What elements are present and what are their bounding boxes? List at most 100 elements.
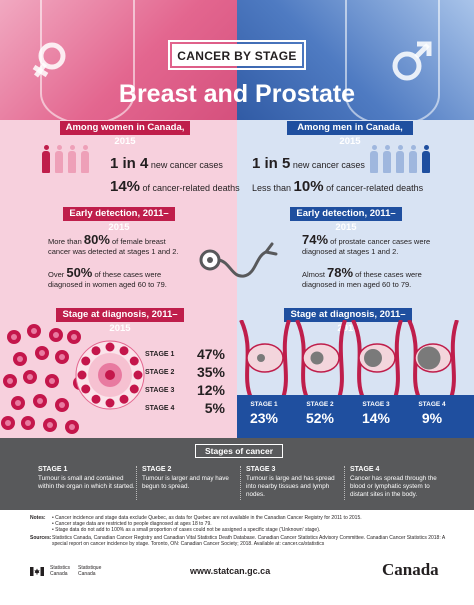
page-title: Breast and Prostate [118, 80, 356, 108]
notes-label: Notes: [30, 515, 46, 521]
cell-nucleus [5, 420, 11, 426]
stage-definition-text: Tumour is small and contained within the… [38, 475, 135, 490]
men-heading: Among men in Canada, 2015 [287, 121, 413, 147]
person-icon [409, 145, 417, 173]
women-stage-value: 5% [204, 400, 225, 416]
cell-nucleus [17, 356, 23, 362]
women-det2-prefix: Over [48, 270, 67, 279]
statcan-fr: Statistique [78, 565, 102, 571]
stage-definition: STAGE 3 Tumour is large and has spread in… [246, 466, 346, 499]
tumour-shape [257, 354, 265, 362]
women-stage-label: STAGE 1 [145, 350, 175, 358]
ring-cell [129, 384, 139, 394]
statcan-signature: Statistics Canada Statistique Canada [50, 565, 102, 577]
women-det2-text: of these cases were diagnosed in women a… [48, 270, 167, 289]
cell-nucleus [39, 350, 45, 356]
ring-cell [129, 356, 139, 366]
stage-definition-text: Tumour is large and has spread into near… [246, 475, 335, 498]
women-stage-row: STAGE 3 12% [145, 382, 225, 398]
men-incidence-value: 1 in 5 [252, 155, 291, 172]
men-detection-heading: Early detection, 2011–2015 [290, 207, 402, 233]
women-stage-label: STAGE 2 [145, 368, 175, 376]
ring-cell [119, 346, 129, 356]
men-det2-value: 78% [327, 265, 354, 280]
women-det1-text: of female breast cancer was detected at … [48, 237, 179, 256]
women-incidence: 1 in 4 new cancer cases [110, 155, 223, 172]
cell-nucleus [59, 354, 65, 360]
ring-cell [119, 394, 129, 404]
stage-divider [344, 466, 345, 500]
women-stage-value: 12% [196, 382, 225, 398]
cell-nucleus [15, 400, 21, 406]
sources-text: Statistics Canada, Canadian Cancer Regis… [52, 534, 445, 547]
men-stage-label: STAGE 2 [306, 401, 334, 408]
women-stage-row: STAGE 4 5% [145, 400, 225, 416]
ring-cell [105, 398, 115, 408]
men-stage-band [237, 395, 474, 438]
ring-cell [81, 356, 91, 366]
stage-definition-title: STAGE 3 [246, 466, 276, 473]
men-det1-text: of prostate cancer cases were diagnosed … [302, 237, 431, 256]
men-stage-heading: Stage at diagnosis, 2011–2015 [284, 308, 412, 334]
men-deaths-label: of cancer-related deaths [323, 183, 424, 193]
canada-flag-icon [30, 567, 44, 576]
note-text: Cancer incidence and stage data exclude … [55, 515, 362, 521]
men-stage-cell: STAGE 4 9% [410, 401, 454, 426]
vessel-line [337, 320, 347, 398]
statcan-fr-2: Canada [78, 570, 96, 577]
person-icon [422, 145, 430, 173]
ring-cell [91, 346, 101, 356]
cell-nucleus [37, 398, 43, 404]
person-icon [383, 145, 391, 173]
women-det2-value: 50% [66, 265, 93, 280]
canada-wordmark: Canada [382, 560, 439, 579]
women-stage-heading: Stage at diagnosis, 2011–2015 [56, 308, 184, 334]
stage-definition: STAGE 1 Tumour is small and contained wit… [38, 466, 138, 491]
women-stage-label: STAGE 3 [145, 386, 175, 394]
note-text: Cancer stage data are restricted to peop… [55, 521, 212, 528]
cell-nucleus [25, 420, 31, 426]
person-icon [370, 145, 378, 173]
women-deaths-value: 14% [110, 178, 141, 195]
men-panel [237, 120, 474, 438]
vessel-line [281, 320, 291, 398]
men-det2-prefix: Almost [302, 270, 328, 279]
website-link[interactable]: www.statcan.gc.ca [190, 566, 271, 576]
cell-nucleus [69, 424, 75, 430]
men-stage-label: STAGE 1 [250, 401, 278, 408]
stages-of-cancer-panel [0, 438, 474, 510]
men-stage-value: 23% [249, 410, 279, 426]
male-symbol-icon [392, 41, 432, 81]
person-icon [81, 145, 89, 173]
stage-divider [240, 466, 241, 500]
men-deaths-value: 10% [293, 178, 324, 195]
sources-label: Sources: [30, 534, 52, 541]
men-incidence-label: new cancer cases [290, 160, 365, 170]
note-item: • Cancer stage data are restricted to pe… [52, 521, 212, 528]
women-incidence-label: new cancer cases [148, 160, 223, 170]
women-detection-heading: Early detection, 2011–2015 [63, 207, 175, 233]
stage-definition-text: Tumour is larger and may have begun to s… [142, 475, 229, 490]
ring-cell [77, 370, 87, 380]
men-stage-label: STAGE 4 [418, 401, 446, 408]
men-deaths-prefix: Less than [252, 183, 294, 193]
person-icon [396, 145, 404, 173]
prostate-drawing [407, 320, 459, 398]
cell-nucleus [47, 422, 53, 428]
cell-nucleus [31, 328, 37, 334]
note-item: • Stage data do not add to 100% as a sma… [52, 527, 321, 534]
person-icon [68, 145, 76, 173]
men-people-icons [370, 145, 436, 177]
women-stage-row: STAGE 1 47% [145, 346, 225, 362]
cell-nucleus [27, 374, 33, 380]
stethoscope-icon [199, 242, 278, 278]
person-icon [55, 145, 63, 173]
ring-cell [91, 394, 101, 404]
women-detection-2: Over 50% of these cases were diagnosed i… [48, 265, 188, 290]
stage-definition-title: STAGE 4 [350, 466, 380, 473]
men-det1-value: 74% [302, 232, 329, 247]
women-stage-label: STAGE 4 [145, 404, 175, 412]
ring-cell [105, 342, 115, 352]
cell-nucleus [7, 378, 13, 384]
men-stage-value: 9% [421, 410, 443, 426]
